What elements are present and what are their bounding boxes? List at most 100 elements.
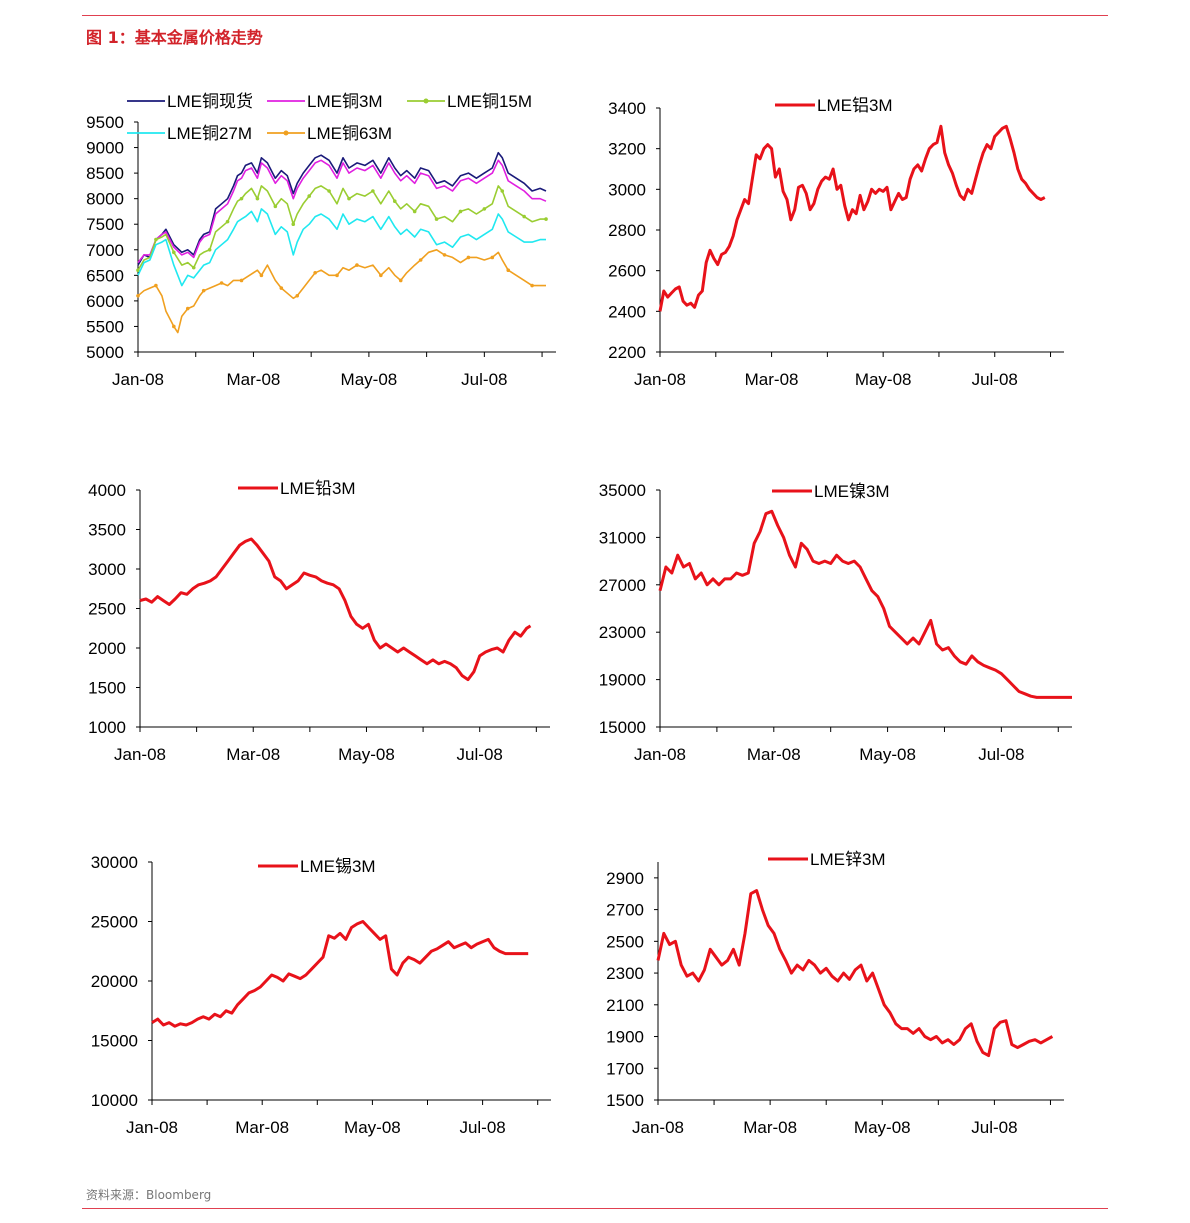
chart-lead: 1000 1500 2000 2500 3000 3500 4000 Jan-08 Mar-08… bbox=[88, 479, 550, 764]
series-marker bbox=[355, 263, 359, 267]
y-tick-label: 15000 bbox=[599, 718, 646, 737]
x-tick-label: Mar-08 bbox=[226, 745, 280, 764]
series-line bbox=[137, 249, 546, 334]
series-marker bbox=[259, 273, 264, 278]
y-tick-label: 30000 bbox=[91, 853, 138, 872]
y-tick-label: 9000 bbox=[86, 139, 124, 158]
x-tick-label: Jul-08 bbox=[971, 1118, 1017, 1137]
series-marker bbox=[458, 209, 463, 214]
chart-copper: 5000 5500 6000 6500 7000 7500 8000 8500 9000 9500… bbox=[86, 92, 556, 389]
series-line bbox=[139, 537, 532, 682]
legend-label: LME铜现货 bbox=[167, 92, 253, 111]
legend-label: LME铜15M bbox=[447, 92, 532, 111]
y-tick-label: 19000 bbox=[599, 671, 646, 690]
series-marker bbox=[398, 278, 403, 283]
x-tick-label: Mar-08 bbox=[745, 370, 799, 389]
x-tick-label: Jul-08 bbox=[459, 1118, 505, 1137]
series-marker bbox=[279, 286, 284, 290]
y-tick-label: 5500 bbox=[86, 317, 124, 336]
legend-label: LME铜63M bbox=[307, 124, 392, 143]
series-marker bbox=[506, 268, 511, 273]
x-tick-label: Jan-08 bbox=[114, 745, 166, 764]
y-tick-label: 1700 bbox=[606, 1059, 644, 1078]
x-tick-label: Mar-08 bbox=[743, 1118, 797, 1137]
y-tick-label: 3200 bbox=[608, 140, 646, 159]
x-tick-label: May-08 bbox=[854, 1118, 911, 1137]
bottom-rule bbox=[82, 1208, 1108, 1209]
legend-marker bbox=[423, 98, 429, 104]
y-tick-label: 2900 bbox=[606, 869, 644, 888]
y-tick-label: 3000 bbox=[608, 180, 646, 199]
y-tick-label: 23000 bbox=[599, 623, 646, 642]
y-tick-label: 1900 bbox=[606, 1028, 644, 1047]
series-marker bbox=[327, 189, 331, 193]
series-marker bbox=[500, 189, 505, 193]
series-line bbox=[137, 208, 546, 287]
x-tick-label: May-08 bbox=[341, 370, 398, 389]
series-line bbox=[137, 159, 547, 264]
legend-label: LME锌3M bbox=[810, 850, 886, 869]
x-tick-label: Jan-08 bbox=[634, 370, 686, 389]
series-marker bbox=[530, 283, 534, 288]
series-marker bbox=[154, 237, 158, 242]
y-tick-label: 9500 bbox=[86, 113, 124, 132]
y-tick-label: 5000 bbox=[86, 343, 124, 362]
series-marker bbox=[172, 324, 176, 329]
series-marker bbox=[172, 250, 176, 255]
series-marker bbox=[412, 209, 417, 214]
y-tick-label: 2000 bbox=[88, 639, 126, 658]
y-tick-label: 8500 bbox=[86, 164, 124, 183]
series-marker bbox=[273, 204, 278, 209]
series-marker bbox=[335, 273, 339, 278]
series-marker bbox=[154, 283, 158, 288]
y-tick-label: 31000 bbox=[599, 528, 646, 547]
series-marker bbox=[207, 247, 212, 252]
y-tick-label: 2100 bbox=[606, 996, 644, 1015]
y-tick-label: 27000 bbox=[599, 576, 646, 595]
series-marker bbox=[434, 217, 439, 221]
series-line bbox=[656, 889, 1054, 1058]
series-marker bbox=[239, 196, 244, 201]
chart-aluminum: 2200 2400 2600 2800 3000 3200 3400 Jan-08 Mar-08… bbox=[608, 96, 1064, 389]
y-tick-label: 6000 bbox=[86, 292, 124, 311]
series-marker bbox=[379, 273, 383, 278]
x-tick-label: May-08 bbox=[859, 745, 916, 764]
series-marker bbox=[522, 214, 526, 219]
chart-tin: 10000 15000 20000 25000 30000 Jan-08 Mar-08 May… bbox=[91, 853, 551, 1137]
x-tick-label: May-08 bbox=[855, 370, 912, 389]
series-marker bbox=[442, 253, 447, 257]
series-line bbox=[658, 124, 1046, 312]
x-tick-label: May-08 bbox=[344, 1118, 401, 1137]
series-line bbox=[137, 151, 547, 266]
y-tick-label: 2800 bbox=[608, 221, 646, 240]
x-tick-label: Mar-08 bbox=[747, 745, 801, 764]
y-tick-label: 25000 bbox=[91, 913, 138, 932]
series-marker bbox=[191, 265, 196, 270]
x-tick-label: Jan-08 bbox=[632, 1118, 684, 1137]
x-tick-label: Mar-08 bbox=[227, 370, 281, 389]
y-tick-label: 8000 bbox=[86, 190, 124, 209]
series-marker bbox=[219, 281, 224, 285]
series-marker bbox=[418, 258, 423, 262]
top-rule bbox=[82, 15, 1108, 16]
y-tick-label: 4000 bbox=[88, 481, 126, 500]
figure-title: 图 1：基本金属价格走势 bbox=[86, 28, 263, 47]
source-note: 资料来源：Bloomberg bbox=[86, 1188, 212, 1202]
y-tick-label: 7000 bbox=[86, 241, 124, 260]
series-marker bbox=[291, 222, 296, 227]
y-tick-label: 3400 bbox=[608, 99, 646, 118]
x-tick-label: Jan-08 bbox=[634, 745, 686, 764]
x-tick-label: Mar-08 bbox=[235, 1118, 289, 1137]
y-tick-label: 1500 bbox=[88, 679, 126, 698]
y-tick-label: 15000 bbox=[91, 1032, 138, 1051]
series-line bbox=[137, 185, 546, 271]
legend-label: LME锡3M bbox=[300, 857, 376, 876]
y-tick-label: 35000 bbox=[599, 481, 646, 500]
series-marker bbox=[185, 306, 190, 311]
legend-label: LME镍3M bbox=[814, 482, 890, 501]
y-tick-label: 2500 bbox=[606, 932, 644, 951]
chart-nickel: 15000 19000 23000 27000 31000 35000 Jan-08 Mar-… bbox=[599, 481, 1072, 764]
series-marker bbox=[482, 207, 487, 211]
x-tick-label: Jul-08 bbox=[972, 370, 1018, 389]
x-tick-label: Jan-08 bbox=[126, 1118, 178, 1137]
